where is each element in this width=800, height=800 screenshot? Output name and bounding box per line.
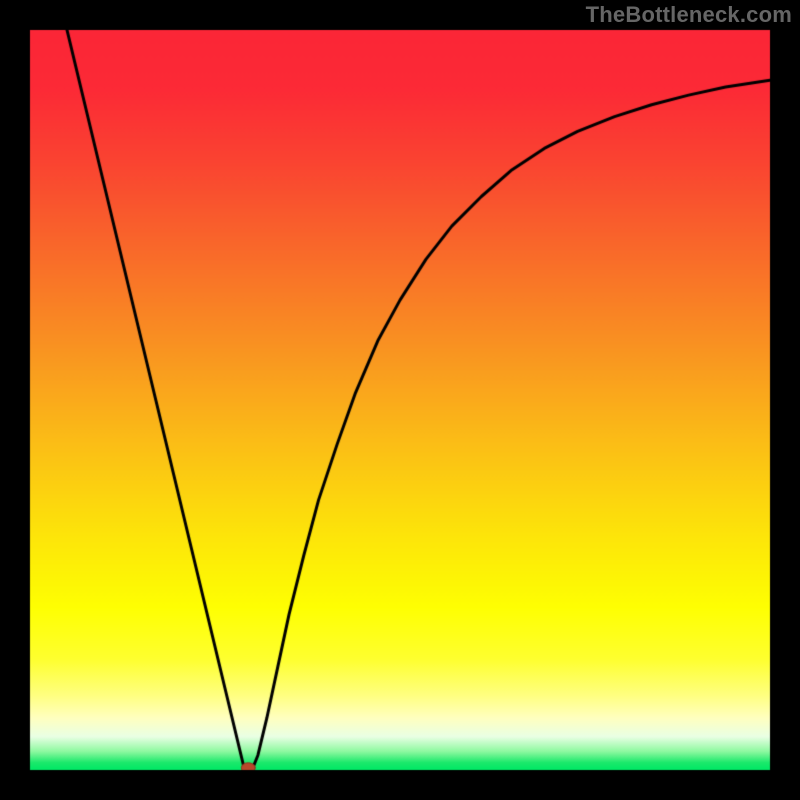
bottleneck-chart-canvas xyxy=(0,0,800,800)
chart-root: TheBottleneck.com xyxy=(0,0,800,800)
watermark-text: TheBottleneck.com xyxy=(586,2,792,28)
